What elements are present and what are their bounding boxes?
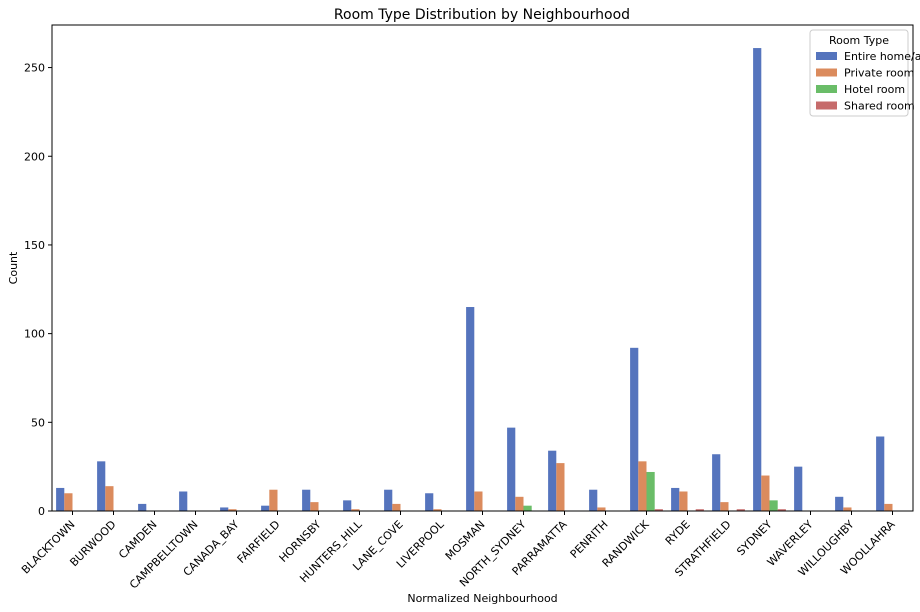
bar-woollahra-entire-home-apt <box>876 436 885 511</box>
y-tick-label: 200 <box>24 150 45 163</box>
bar-penrith-private-room <box>597 507 606 511</box>
bar-sydney-shared-room <box>777 509 786 511</box>
bar-ryde-shared-room <box>695 509 704 511</box>
legend-label-shared-room: Shared room <box>844 100 915 113</box>
bar-willoughby-entire-home-apt <box>835 496 844 511</box>
bar-north-sydney-private-room <box>515 496 524 511</box>
x-tick-label-ryde: RYDE <box>663 518 693 548</box>
legend-label-entire-home-apt: Entire home/apt <box>844 50 920 63</box>
y-axis-label: Count <box>7 251 20 284</box>
x-tick-label-fairfield: FAIRFIELD <box>235 518 283 566</box>
x-tick-label-camden: CAMDEN <box>116 518 159 561</box>
bar-north-sydney-entire-home-apt <box>507 427 516 511</box>
bar-blacktown-entire-home-apt <box>56 487 65 511</box>
y-tick-label: 0 <box>38 505 45 518</box>
x-axis-label: Normalized Neighbourhood <box>407 592 557 605</box>
x-tick-label-penrith: PENRITH <box>568 518 611 561</box>
bar-mosman-private-room <box>474 491 483 511</box>
bar-burwood-private-room <box>105 486 114 511</box>
bar-ryde-private-room <box>679 491 688 511</box>
bar-strathfield-private-room <box>720 502 729 511</box>
bar-randwick-hotel-room <box>646 471 655 511</box>
bar-randwick-entire-home-apt <box>630 347 639 511</box>
bar-camden-entire-home-apt <box>138 503 147 511</box>
bar-canada-bay-private-room <box>228 509 237 511</box>
bar-lane-cove-private-room <box>392 503 401 511</box>
bar-randwick-shared-room <box>654 509 663 511</box>
chart-title: Room Type Distribution by Neighbourhood <box>334 7 630 23</box>
bar-ryde-entire-home-apt <box>671 487 680 511</box>
y-tick-label: 100 <box>24 328 45 341</box>
bar-liverpool-entire-home-apt <box>425 493 434 511</box>
bar-willoughby-private-room <box>843 507 852 511</box>
bars-group <box>56 48 893 511</box>
bar-sydney-private-room <box>761 475 770 511</box>
bar-parramatta-entire-home-apt <box>548 450 557 511</box>
legend-swatch-private-room <box>816 68 837 77</box>
legend-swatch-shared-room <box>816 101 837 110</box>
bar-penrith-entire-home-apt <box>589 489 598 511</box>
legend-label-hotel-room: Hotel room <box>844 83 905 96</box>
bar-woollahra-private-room <box>884 503 893 511</box>
y-tick-label: 250 <box>24 62 45 75</box>
x-axis: BLACKTOWNBURWOODCAMDENCAMPBELLTOWNCANADA… <box>19 511 898 592</box>
legend: Room Type Entire home/apt Private room Hote… <box>809 29 920 117</box>
bar-hornsby-entire-home-apt <box>302 489 311 511</box>
bar-liverpool-private-room <box>433 509 442 511</box>
y-axis: 0 50 100 150 200 250 <box>24 62 52 518</box>
bar-fairfield-private-room <box>269 489 278 511</box>
bar-waverley-entire-home-apt <box>794 466 803 511</box>
y-tick-label: 150 <box>24 239 45 252</box>
bar-strathfield-entire-home-apt <box>712 454 721 511</box>
legend-swatch-entire-home-apt <box>816 52 837 60</box>
bar-sydney-entire-home-apt <box>753 48 762 511</box>
bar-strathfield-shared-room <box>736 509 745 511</box>
bar-canada-bay-entire-home-apt <box>220 507 229 511</box>
bar-randwick-private-room <box>638 461 647 511</box>
legend-swatch-hotel-room <box>816 85 837 93</box>
bar-burwood-entire-home-apt <box>97 461 106 511</box>
x-tick-label-blacktown: BLACKTOWN <box>19 518 78 577</box>
x-tick-label-sydney: SYDNEY <box>734 518 775 559</box>
legend-box <box>809 29 909 117</box>
bar-campbelltown-entire-home-apt <box>179 491 188 511</box>
bar-fairfield-entire-home-apt <box>261 505 270 511</box>
bar-sydney-hotel-room <box>769 500 778 511</box>
bar-hornsby-private-room <box>310 502 319 511</box>
y-tick-label: 50 <box>31 416 45 429</box>
bar-lane-cove-entire-home-apt <box>384 489 393 511</box>
plot-frame <box>51 24 914 512</box>
bar-north-sydney-hotel-room <box>523 505 532 511</box>
bar-blacktown-private-room <box>64 493 73 511</box>
bar-hunters-hill-entire-home-apt <box>343 500 352 511</box>
legend-title: Room Type <box>829 34 889 47</box>
bar-hunters-hill-private-room <box>351 509 360 511</box>
legend-label-private-room: Private room <box>844 67 914 80</box>
bar-mosman-entire-home-apt <box>466 307 475 511</box>
bar-parramatta-private-room <box>556 463 565 511</box>
